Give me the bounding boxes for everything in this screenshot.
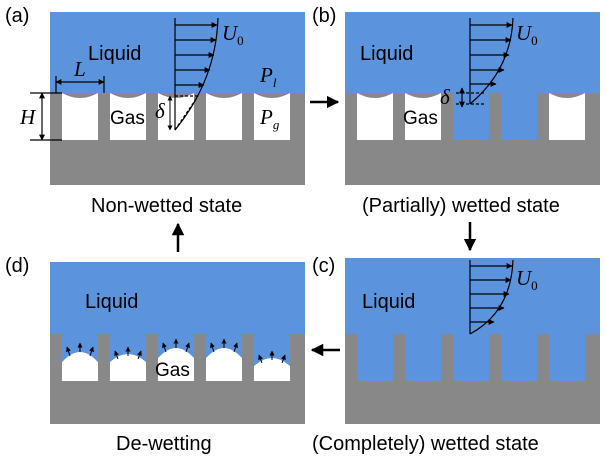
panel-d-gas-label: Gas: [155, 360, 190, 381]
panel-b-liquid: [345, 12, 600, 96]
panel-b-tag: (b): [312, 5, 336, 27]
panel-a-height-dimension: [30, 92, 62, 141]
panel-b-caption: (Partially) wetted state: [362, 195, 560, 217]
panel-a-symbol-delta: δ: [155, 99, 166, 123]
panel-c-caption: (Completely) wetted state: [312, 433, 539, 455]
panel-a-symbol-Pg: Pg: [259, 105, 280, 132]
panel-c-velocity-profile: [469, 259, 514, 335]
panel-a-gas-label: Gas: [110, 108, 145, 129]
panel-d-liquid: [50, 262, 305, 338]
panel-d-caption: De-wetting: [116, 433, 212, 455]
panel-a-symbol-L: L: [73, 57, 86, 81]
panel-a-symbol-U0: U0: [222, 21, 244, 48]
panel-d-liquid-label: Liquid: [85, 291, 138, 313]
panel-c-symbol-U0: U0: [516, 266, 538, 293]
panel-a-velocity-profile: [174, 17, 219, 131]
panel-d-tag: (d): [5, 255, 29, 277]
panel-a: (a) Liquid Gas L H δ U0 Pl Pg Non-wetted…: [5, 5, 305, 217]
panel-c-filled-cavities: [357, 334, 585, 381]
panel-a-gas-cavities: [62, 93, 290, 140]
panel-c-liquid: [345, 258, 600, 338]
panel-a-symbol-Pl: Pl: [259, 63, 277, 90]
panel-b-symbol-delta: δ: [440, 85, 451, 109]
panel-b-liquid-label: Liquid: [360, 43, 413, 65]
panel-c-liquid-label: Liquid: [362, 291, 415, 313]
panel-b-symbol-U0: U0: [516, 21, 538, 48]
panel-b-gas-label: Gas: [403, 108, 438, 129]
panel-d: (d) Liquid Gas De-wetting: [5, 255, 305, 455]
panel-a-tag: (a): [5, 5, 29, 27]
panel-c-tag: (c): [312, 255, 335, 277]
panel-b-gas-cavities: [357, 93, 585, 140]
panel-c: (c) Liquid U0 (Completely) wetted state: [312, 255, 600, 455]
transition-arrows: [171, 95, 477, 357]
panel-a-symbol-H: H: [19, 105, 37, 129]
panel-b: (b) Liquid Gas δ U0 (Partially) wetted s…: [312, 5, 600, 217]
panel-a-caption: Non-wetted state: [91, 195, 242, 217]
panel-a-liquid-label: Liquid: [88, 43, 141, 65]
panel-d-bulging-bubbles: [62, 346, 290, 381]
panel-d-bubble-arrows: [66, 338, 286, 364]
panel-b-velocity-profile: [456, 17, 514, 108]
panel-a-pitch-dimension: [55, 76, 105, 93]
